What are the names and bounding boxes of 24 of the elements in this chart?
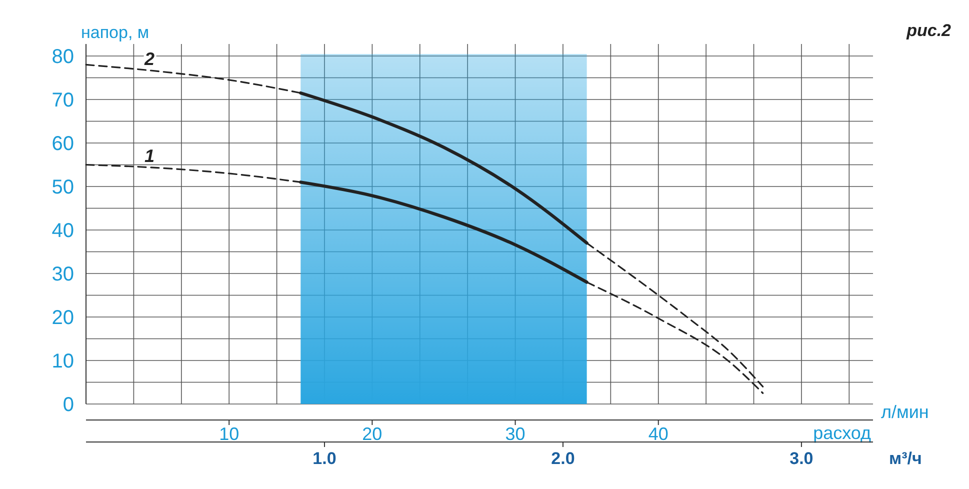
y-tick-label: 0	[62, 394, 74, 416]
x-tick-label: 30	[505, 424, 526, 444]
line-series	[299, 180, 588, 284]
line-series	[299, 91, 588, 245]
y-tick-label: 40	[52, 220, 74, 242]
x-tick-label: 20	[362, 424, 382, 444]
x2-tick-label: 3.0	[790, 449, 814, 468]
y-axis-title: напор, м	[81, 23, 150, 42]
x2-tick-label: 1.0	[312, 449, 336, 468]
y-tick-label: 20	[52, 307, 74, 329]
y-tick-label: 70	[52, 90, 74, 112]
x-axis-title: л/мин	[881, 402, 929, 422]
text: рис.2	[906, 21, 952, 40]
y-tick-label: 30	[52, 264, 74, 286]
y-tick-label: 10	[52, 350, 74, 372]
x-tick-label: 40	[648, 424, 668, 444]
y-tick-label: 50	[52, 176, 74, 198]
x-tick-label: 10	[219, 424, 240, 444]
series-label: 1	[144, 146, 155, 166]
text: расход	[813, 423, 872, 443]
x2-tick-label: 2.0	[551, 449, 575, 468]
y-tick-label: 60	[52, 133, 74, 155]
y-tick-label: 80	[52, 46, 74, 68]
x2-axis-title: м³/ч	[889, 449, 922, 468]
